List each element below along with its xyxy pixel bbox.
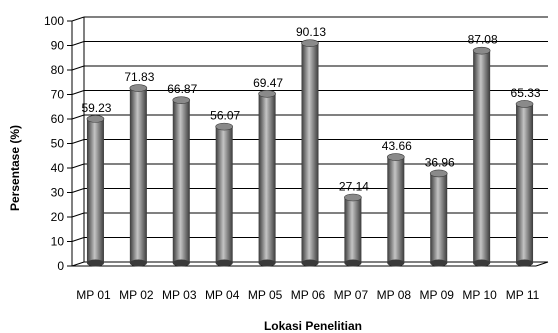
x-category-label: MP 09 [419,288,454,302]
bar-top [387,153,405,161]
gridline-side [71,237,85,242]
x-category-label: MP 03 [162,288,197,302]
bar-base [430,259,448,267]
bar [516,103,534,263]
bar-base [387,259,405,267]
x-category-label: MP 05 [248,288,283,302]
gridline-side [71,188,85,193]
x-category-label: MP 07 [334,288,369,302]
bar-top [172,96,191,104]
data-label: 56.07 [210,109,240,123]
y-tick-label: 70 [51,88,65,102]
y-tick-label: 20 [51,210,65,224]
floor-right-edge [535,261,549,267]
gridline-side [71,261,85,267]
x-category-label: MP 01 [76,288,111,302]
data-label: 66.87 [167,82,197,96]
bar-base [516,259,534,267]
bar-base [86,259,104,267]
data-label: 69.47 [253,76,283,90]
bar-top [215,122,233,131]
y-axis-ticks: 0 10 20 30 40 50 60 70 80 90 100 [44,14,72,273]
bar-base [172,259,190,267]
bar-base [473,259,491,267]
gridline-side [71,41,85,46]
x-category-label: MP 02 [119,288,154,302]
y-tick-label: 100 [44,14,64,28]
y-tick-label: 90 [51,39,65,53]
bar-top [344,193,362,202]
bar [344,197,362,263]
y-tick-label: 40 [51,161,65,175]
data-label: 27.14 [339,180,369,194]
data-label: 90.13 [296,25,326,39]
gridline-side [71,90,85,95]
y-tick-label: 80 [51,63,65,77]
data-label: 36.96 [425,155,455,169]
gridline-side [71,65,85,71]
bar [258,93,276,264]
data-label: 71.83 [124,70,154,84]
x-category-label: MP 06 [291,288,326,302]
y-tick-label: 50 [51,137,65,151]
bar-base [215,259,233,267]
bar-top [472,46,491,55]
x-axis-title: Lokasi Penelitian [264,319,362,333]
gridline-side [71,114,85,120]
y-tick-label: 10 [51,235,65,249]
x-category-label: MP 04 [205,288,240,302]
y-axis-title: Persentase (%) [8,125,22,211]
data-label: 87.08 [468,33,498,47]
data-label: 59.23 [81,101,111,115]
bar [301,43,319,263]
y-tick-label: 30 [51,186,65,200]
x-axis-categories: MP 01 MP 02 MP 03 MP 04 MP 05 MP 06 MP 07 MP 08… [76,288,539,302]
bar-top [258,89,276,98]
bar-top [301,39,319,47]
bar [86,118,104,263]
bar-top [86,115,105,123]
data-label: 65.33 [511,86,541,100]
gridline-side [71,212,85,218]
bar-top [515,100,534,108]
bar [473,50,491,264]
x-category-label: MP 11 [506,288,540,302]
bar [172,100,190,263]
bars [86,39,534,267]
bar [430,173,448,263]
bar [215,126,233,263]
bar [387,157,405,263]
gridline-side [71,16,85,22]
x-category-label: MP 10 [462,288,497,302]
y-tick-label: 0 [57,259,64,273]
gridline-side [71,139,85,144]
bar-base [129,259,147,267]
y-tick-label: 60 [51,112,65,126]
bar [129,88,147,263]
data-label: 43.66 [382,139,412,153]
bar-base [301,259,319,267]
data-labels: 59.23 71.83 66.87 56.07 69.47 90.13 27.14 43.66… [81,25,540,193]
bar-base [344,259,362,267]
bar-top [429,169,448,178]
bar-top [129,84,148,92]
bar-base [258,259,276,267]
gridline-side [71,163,85,169]
x-category-label: MP 08 [377,288,412,302]
